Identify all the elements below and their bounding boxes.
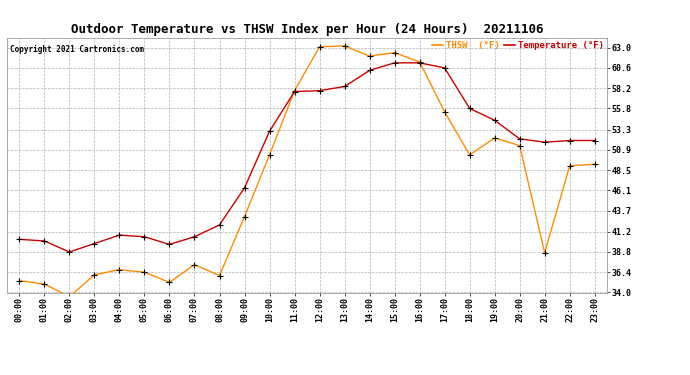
Legend: THSW  (°F), Temperature (°F): THSW (°F), Temperature (°F) — [428, 38, 607, 54]
Text: Copyright 2021 Cartronics.com: Copyright 2021 Cartronics.com — [10, 45, 144, 54]
Title: Outdoor Temperature vs THSW Index per Hour (24 Hours)  20211106: Outdoor Temperature vs THSW Index per Ho… — [71, 23, 543, 36]
